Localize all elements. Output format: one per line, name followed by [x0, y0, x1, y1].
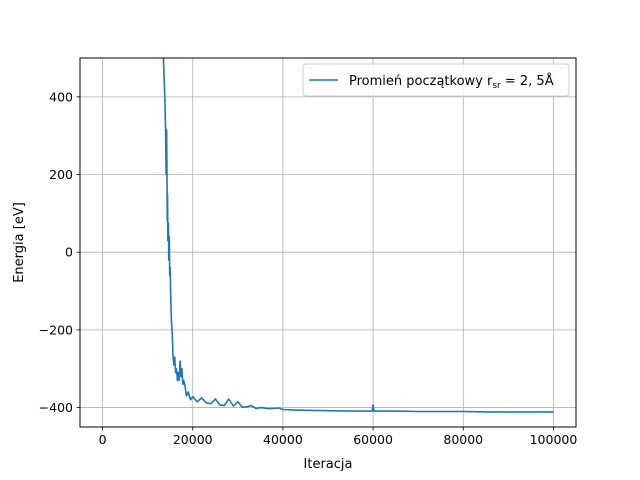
x-axis-label: Iteracja [304, 457, 353, 472]
y-tick-label: −400 [39, 400, 73, 415]
x-tick-label: 40000 [263, 432, 303, 447]
y-tick-label: 0 [65, 245, 73, 260]
y-tick-label: 400 [49, 89, 73, 104]
legend-box [302, 63, 570, 97]
x-tick-label: 20000 [173, 432, 213, 447]
series-line [162, 58, 554, 413]
y-tick-label: 200 [49, 167, 73, 182]
ticks: 0 20000 40000 60000 80000 100000 −400 −200 0 200 4… [39, 89, 578, 447]
y-axis-label: Energia [eV] [12, 202, 27, 283]
series-layer [162, 58, 554, 413]
x-tick-label: 100000 [530, 432, 578, 447]
grid [80, 58, 576, 427]
y-tick-label: −200 [39, 322, 73, 337]
x-tick-label: 60000 [353, 432, 393, 447]
legend-label: Promień początkowy rsr = 2, 5Å [349, 73, 554, 91]
x-tick-label: 0 [99, 432, 107, 447]
series-clip-group [162, 58, 554, 413]
plot-frame [79, 57, 577, 428]
x-tick-label: 80000 [443, 432, 483, 447]
legend: Promień początkowy rsr = 2, 5Å [302, 63, 570, 97]
